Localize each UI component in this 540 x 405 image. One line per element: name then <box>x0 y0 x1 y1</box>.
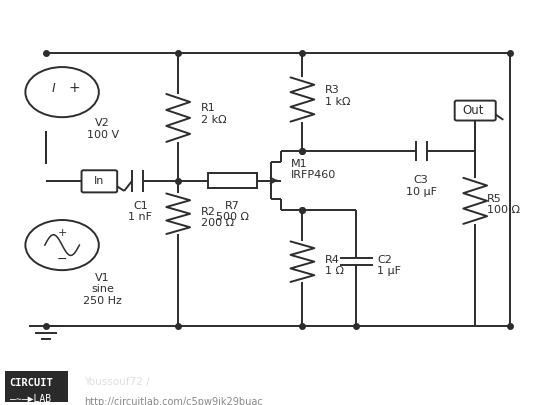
Text: R4
1 Ω: R4 1 Ω <box>325 255 344 276</box>
Bar <box>208 173 256 188</box>
Text: In: In <box>94 176 105 185</box>
Text: +: + <box>57 228 67 238</box>
Text: C1
1 nF: C1 1 nF <box>129 201 152 222</box>
Text: C3
10 μF: C3 10 μF <box>406 175 437 197</box>
Text: −: − <box>57 253 68 266</box>
Text: R3
1 kΩ: R3 1 kΩ <box>325 85 350 107</box>
Text: Out: Out <box>462 104 484 117</box>
FancyBboxPatch shape <box>455 100 496 121</box>
Text: R5
100 Ω: R5 100 Ω <box>487 194 520 215</box>
Text: class A mosfet: class A mosfet <box>151 377 237 388</box>
FancyBboxPatch shape <box>5 371 68 402</box>
Text: +: + <box>68 81 80 96</box>
Text: V1
sine
250 Hz: V1 sine 250 Hz <box>83 273 122 306</box>
FancyBboxPatch shape <box>82 170 117 192</box>
Text: R7
500 Ω: R7 500 Ω <box>215 201 249 222</box>
Text: —∼—▶LAB: —∼—▶LAB <box>10 394 51 404</box>
Text: R1
2 kΩ: R1 2 kΩ <box>201 103 226 125</box>
Text: http://circuitlab.com/c5pw9jk29buac: http://circuitlab.com/c5pw9jk29buac <box>84 397 262 405</box>
Text: CIRCUIT: CIRCUIT <box>10 378 53 388</box>
Text: R2
200 Ω: R2 200 Ω <box>201 207 234 228</box>
Text: V2
100 V: V2 100 V <box>86 118 119 140</box>
Text: I: I <box>52 82 56 95</box>
Text: C2
1 μF: C2 1 μF <box>377 255 401 276</box>
Text: M1
IRFP460: M1 IRFP460 <box>291 159 336 180</box>
Text: Youssouf72 /: Youssouf72 / <box>84 377 153 388</box>
